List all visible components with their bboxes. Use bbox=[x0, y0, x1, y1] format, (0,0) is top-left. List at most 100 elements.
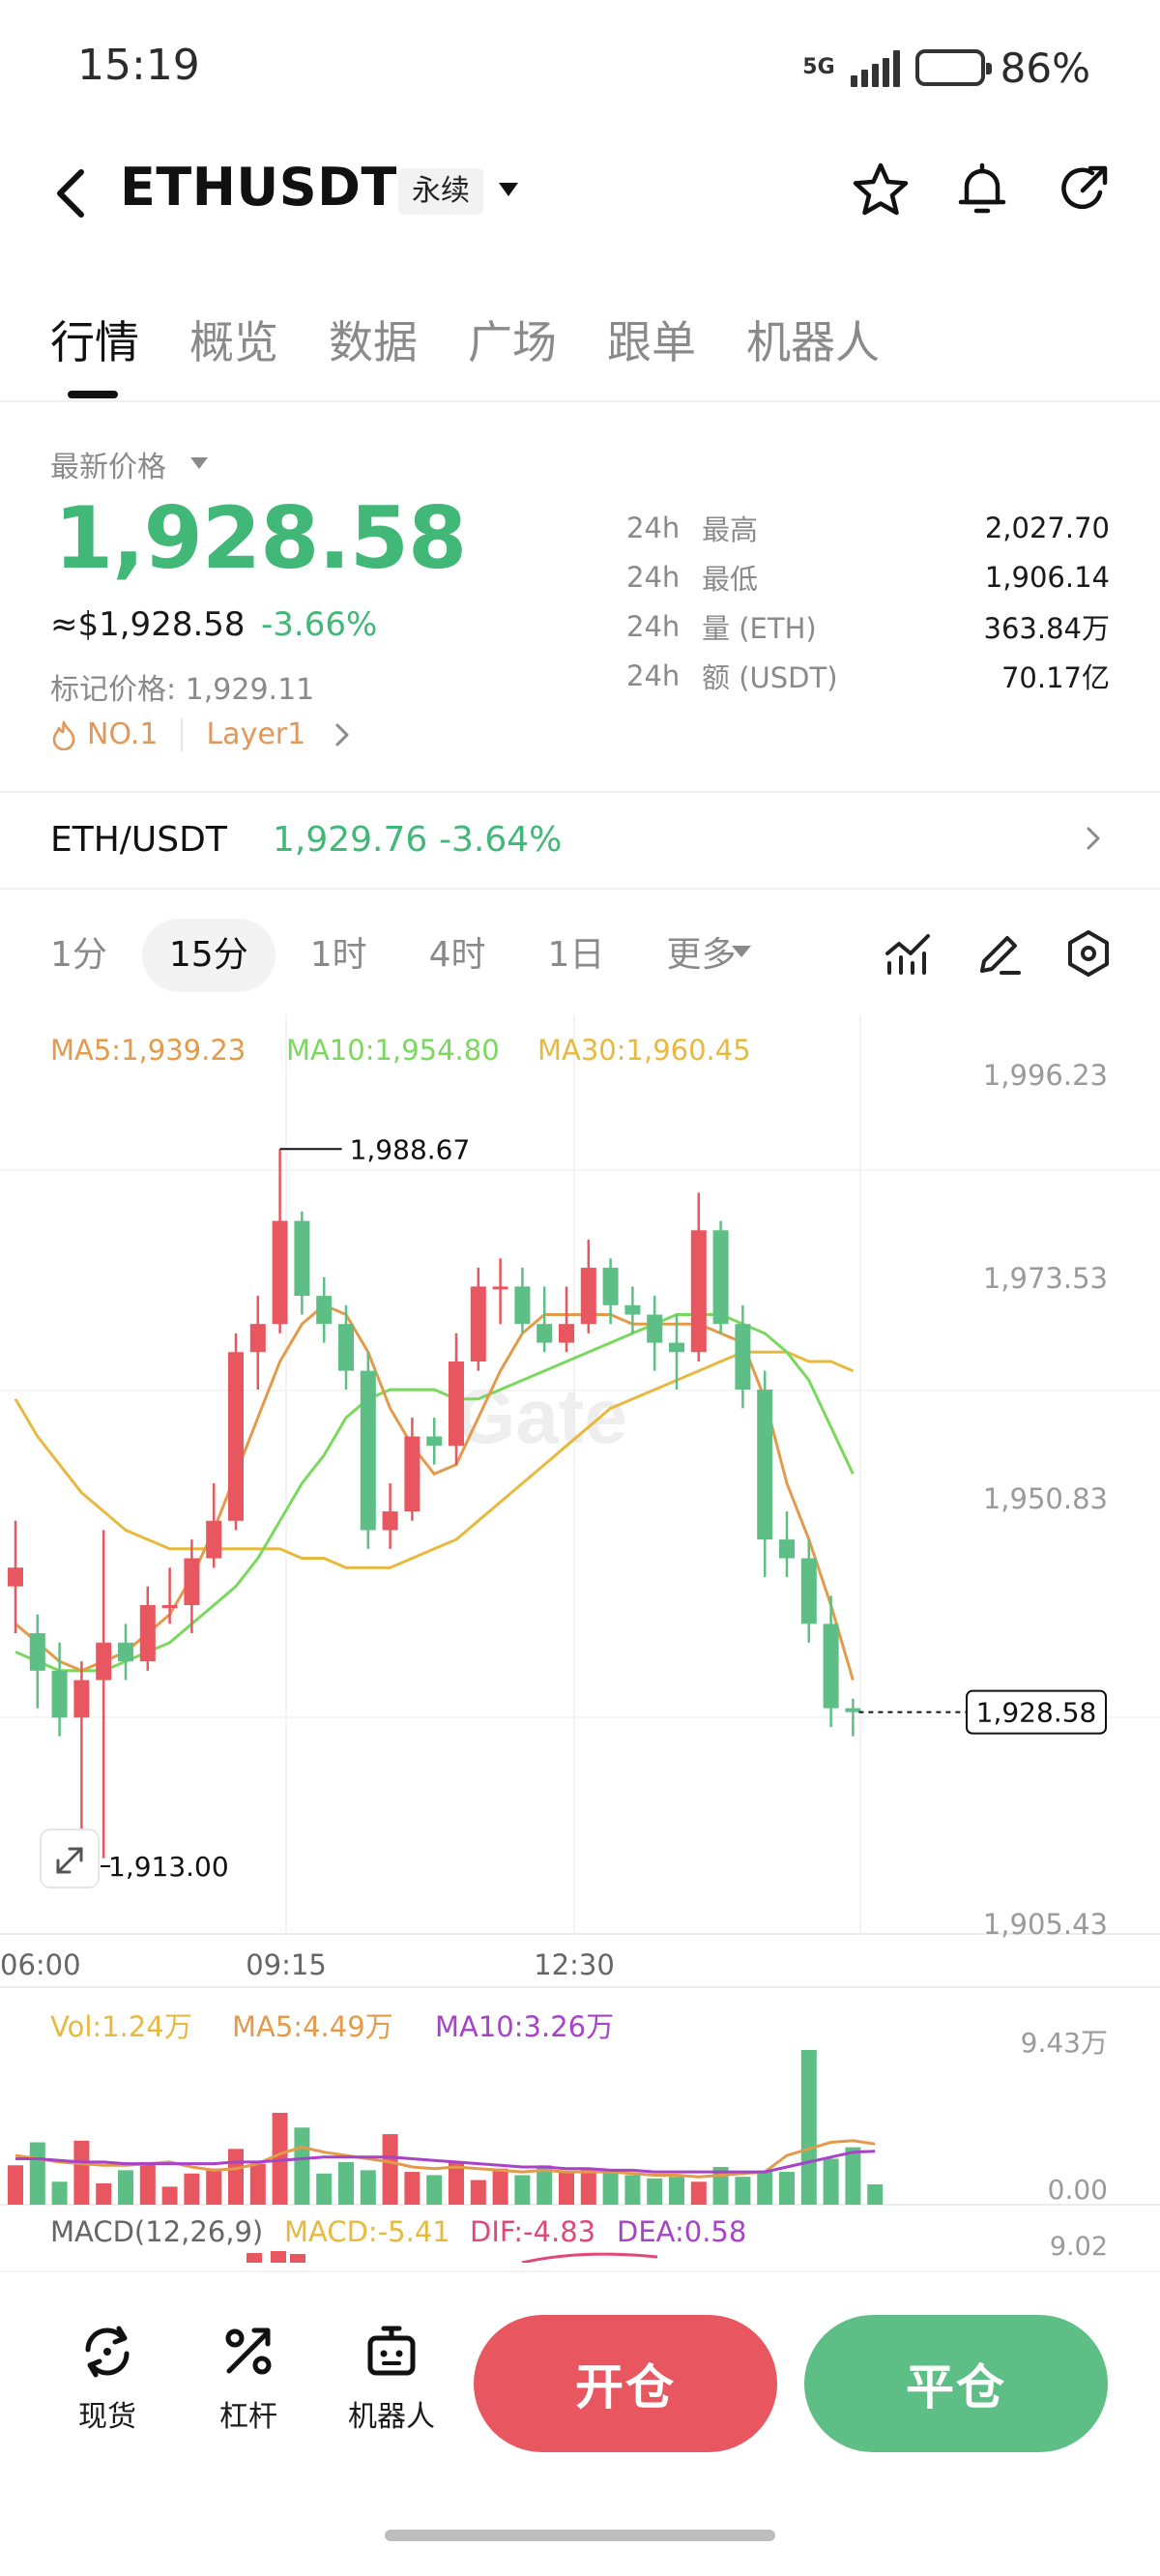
volume-bar bbox=[338, 2161, 354, 2205]
caret-down-icon[interactable] bbox=[497, 180, 520, 199]
pencil-icon[interactable] bbox=[972, 926, 1027, 981]
interval-more[interactable]: 更多 bbox=[666, 935, 737, 975]
volume-bar bbox=[845, 2147, 861, 2205]
status-indicators: 5G 86% bbox=[802, 39, 1090, 97]
back-icon[interactable] bbox=[48, 164, 97, 222]
star-icon[interactable] bbox=[851, 160, 911, 220]
caret-down-icon[interactable] bbox=[189, 456, 209, 470]
candle-body bbox=[690, 1230, 707, 1353]
candle-body bbox=[559, 1324, 574, 1343]
stat-name: 量 (ETH) bbox=[702, 611, 817, 645]
dif-value: DIF:-4.83 bbox=[470, 2215, 595, 2248]
volume-bar bbox=[29, 2142, 45, 2205]
settings-icon[interactable] bbox=[1061, 926, 1116, 981]
stat-row-high: 24h 最高 2,027.70 bbox=[626, 503, 1110, 552]
volume-bar bbox=[624, 2175, 641, 2205]
spot-pair[interactable]: ETH/USDT bbox=[50, 820, 227, 860]
leverage-button[interactable]: 杠杆 bbox=[195, 2321, 302, 2435]
candle-body bbox=[823, 1624, 839, 1709]
volume-bar bbox=[294, 2127, 310, 2205]
chevron-right-icon[interactable] bbox=[1083, 824, 1104, 853]
tab-square[interactable]: 广场 bbox=[468, 316, 557, 368]
stat-name: 最高 bbox=[702, 512, 759, 546]
candle-body bbox=[118, 1642, 133, 1662]
leverage-icon bbox=[225, 2327, 272, 2375]
open-position-button[interactable]: 开仓 bbox=[474, 2315, 777, 2452]
volume-bar bbox=[735, 2177, 751, 2205]
volume-bar bbox=[272, 2112, 288, 2205]
candle-body bbox=[624, 1304, 641, 1315]
macd-bar bbox=[271, 2251, 286, 2263]
time-axis: 06:00 09:15 12:30 bbox=[0, 1948, 615, 1981]
volume-bar bbox=[779, 2172, 795, 2205]
low-marker-label: 1,913.00 bbox=[108, 1851, 229, 1883]
interval-1h[interactable]: 1时 bbox=[309, 935, 367, 975]
interval-1d[interactable]: 1日 bbox=[547, 935, 605, 975]
share-icon[interactable] bbox=[1054, 160, 1114, 220]
symbol-title[interactable]: ETHUSDT bbox=[120, 157, 397, 218]
interval-4h[interactable]: 4时 bbox=[428, 935, 486, 975]
candle-body bbox=[845, 1708, 861, 1712]
price-axis-label: 1,973.53 bbox=[983, 1262, 1108, 1295]
ma30-line bbox=[14, 1350, 854, 1569]
contract-type-badge[interactable]: 永续 bbox=[398, 168, 483, 215]
candle-body bbox=[492, 1286, 508, 1290]
tag-row[interactable]: NO.1 Layer1 bbox=[50, 717, 352, 751]
tab-market[interactable]: 行情 bbox=[50, 316, 139, 368]
time-axis-label: 09:15 bbox=[246, 1948, 327, 1981]
volume-bar bbox=[823, 2158, 839, 2205]
tab-copy-trading[interactable]: 跟单 bbox=[607, 316, 696, 368]
candle-body bbox=[602, 1268, 619, 1305]
indicator-icon[interactable] bbox=[882, 926, 936, 981]
bell-icon[interactable] bbox=[952, 160, 1012, 220]
battery-icon bbox=[914, 49, 992, 86]
volume-bar bbox=[690, 2181, 707, 2205]
battery-percent: 86% bbox=[1000, 44, 1090, 92]
latest-price-label[interactable]: 最新价格 bbox=[50, 451, 166, 484]
volume-bar bbox=[8, 2165, 23, 2205]
bot-button[interactable]: 机器人 bbox=[338, 2321, 445, 2435]
volume-ma10-label: MA10:3.26万 bbox=[435, 2010, 614, 2043]
price-axis: 1,996.23 1,973.53 1,950.83 1,905.43 bbox=[983, 1059, 1108, 1941]
candle-body bbox=[294, 1220, 310, 1297]
close-position-button[interactable]: 平仓 bbox=[804, 2315, 1108, 2452]
tab-bot[interactable]: 机器人 bbox=[746, 316, 880, 368]
interval-1m[interactable]: 1分 bbox=[50, 935, 107, 975]
dea-value: DEA:0.58 bbox=[617, 2215, 746, 2248]
candle-body bbox=[8, 1567, 23, 1587]
candle-body bbox=[206, 1520, 222, 1559]
stat-value: 363.84万 bbox=[983, 611, 1110, 645]
usd-price: ≈$1,928.58 bbox=[50, 605, 246, 644]
volume-bar bbox=[669, 2177, 684, 2205]
price-markers: 1,988.67 1,913.00 1,928.58 bbox=[40, 1133, 1107, 1888]
kline-chart[interactable]: Gate 1,996.23 1,973.53 1,950.83 1,905.43 1,… bbox=[0, 1015, 1160, 2263]
current-price-label: 1,928.58 bbox=[976, 1697, 1097, 1729]
spot-button[interactable]: 现货 bbox=[54, 2321, 160, 2435]
volume-bar bbox=[161, 2186, 178, 2205]
volume-bar bbox=[51, 2181, 68, 2205]
candle-body bbox=[669, 1342, 684, 1353]
volume-bar bbox=[647, 2178, 663, 2205]
volume-pane: 9.43万 0.00 bbox=[8, 2027, 1108, 2206]
24h-stats: 24h 最高 2,027.70 24h 最低 1,906.14 24h 量 (E… bbox=[626, 503, 1110, 700]
stat-row-low: 24h 最低 1,906.14 bbox=[626, 552, 1110, 601]
stat-period: 24h bbox=[626, 511, 681, 544]
stat-name: 额 (USDT) bbox=[702, 660, 838, 694]
home-indicator[interactable] bbox=[385, 2530, 775, 2541]
active-tab-indicator bbox=[68, 391, 118, 398]
section-divider bbox=[0, 888, 1160, 890]
volume-bar bbox=[96, 2182, 112, 2205]
stat-name: 最低 bbox=[702, 562, 759, 596]
candle-body bbox=[73, 1680, 90, 1718]
volume-axis-bottom: 0.00 bbox=[1048, 2174, 1108, 2206]
tab-data[interactable]: 数据 bbox=[329, 316, 418, 368]
interval-15m[interactable]: 15分 bbox=[141, 919, 276, 992]
bot-label: 机器人 bbox=[348, 2400, 435, 2434]
candle-body bbox=[735, 1324, 751, 1390]
tab-overview[interactable]: 概览 bbox=[189, 316, 278, 368]
candle-body bbox=[360, 1370, 376, 1531]
spot-label: 现货 bbox=[78, 2400, 136, 2434]
candle-body bbox=[316, 1296, 333, 1325]
caret-down-icon[interactable] bbox=[731, 944, 752, 959]
time-axis-label: 06:00 bbox=[0, 1948, 81, 1981]
